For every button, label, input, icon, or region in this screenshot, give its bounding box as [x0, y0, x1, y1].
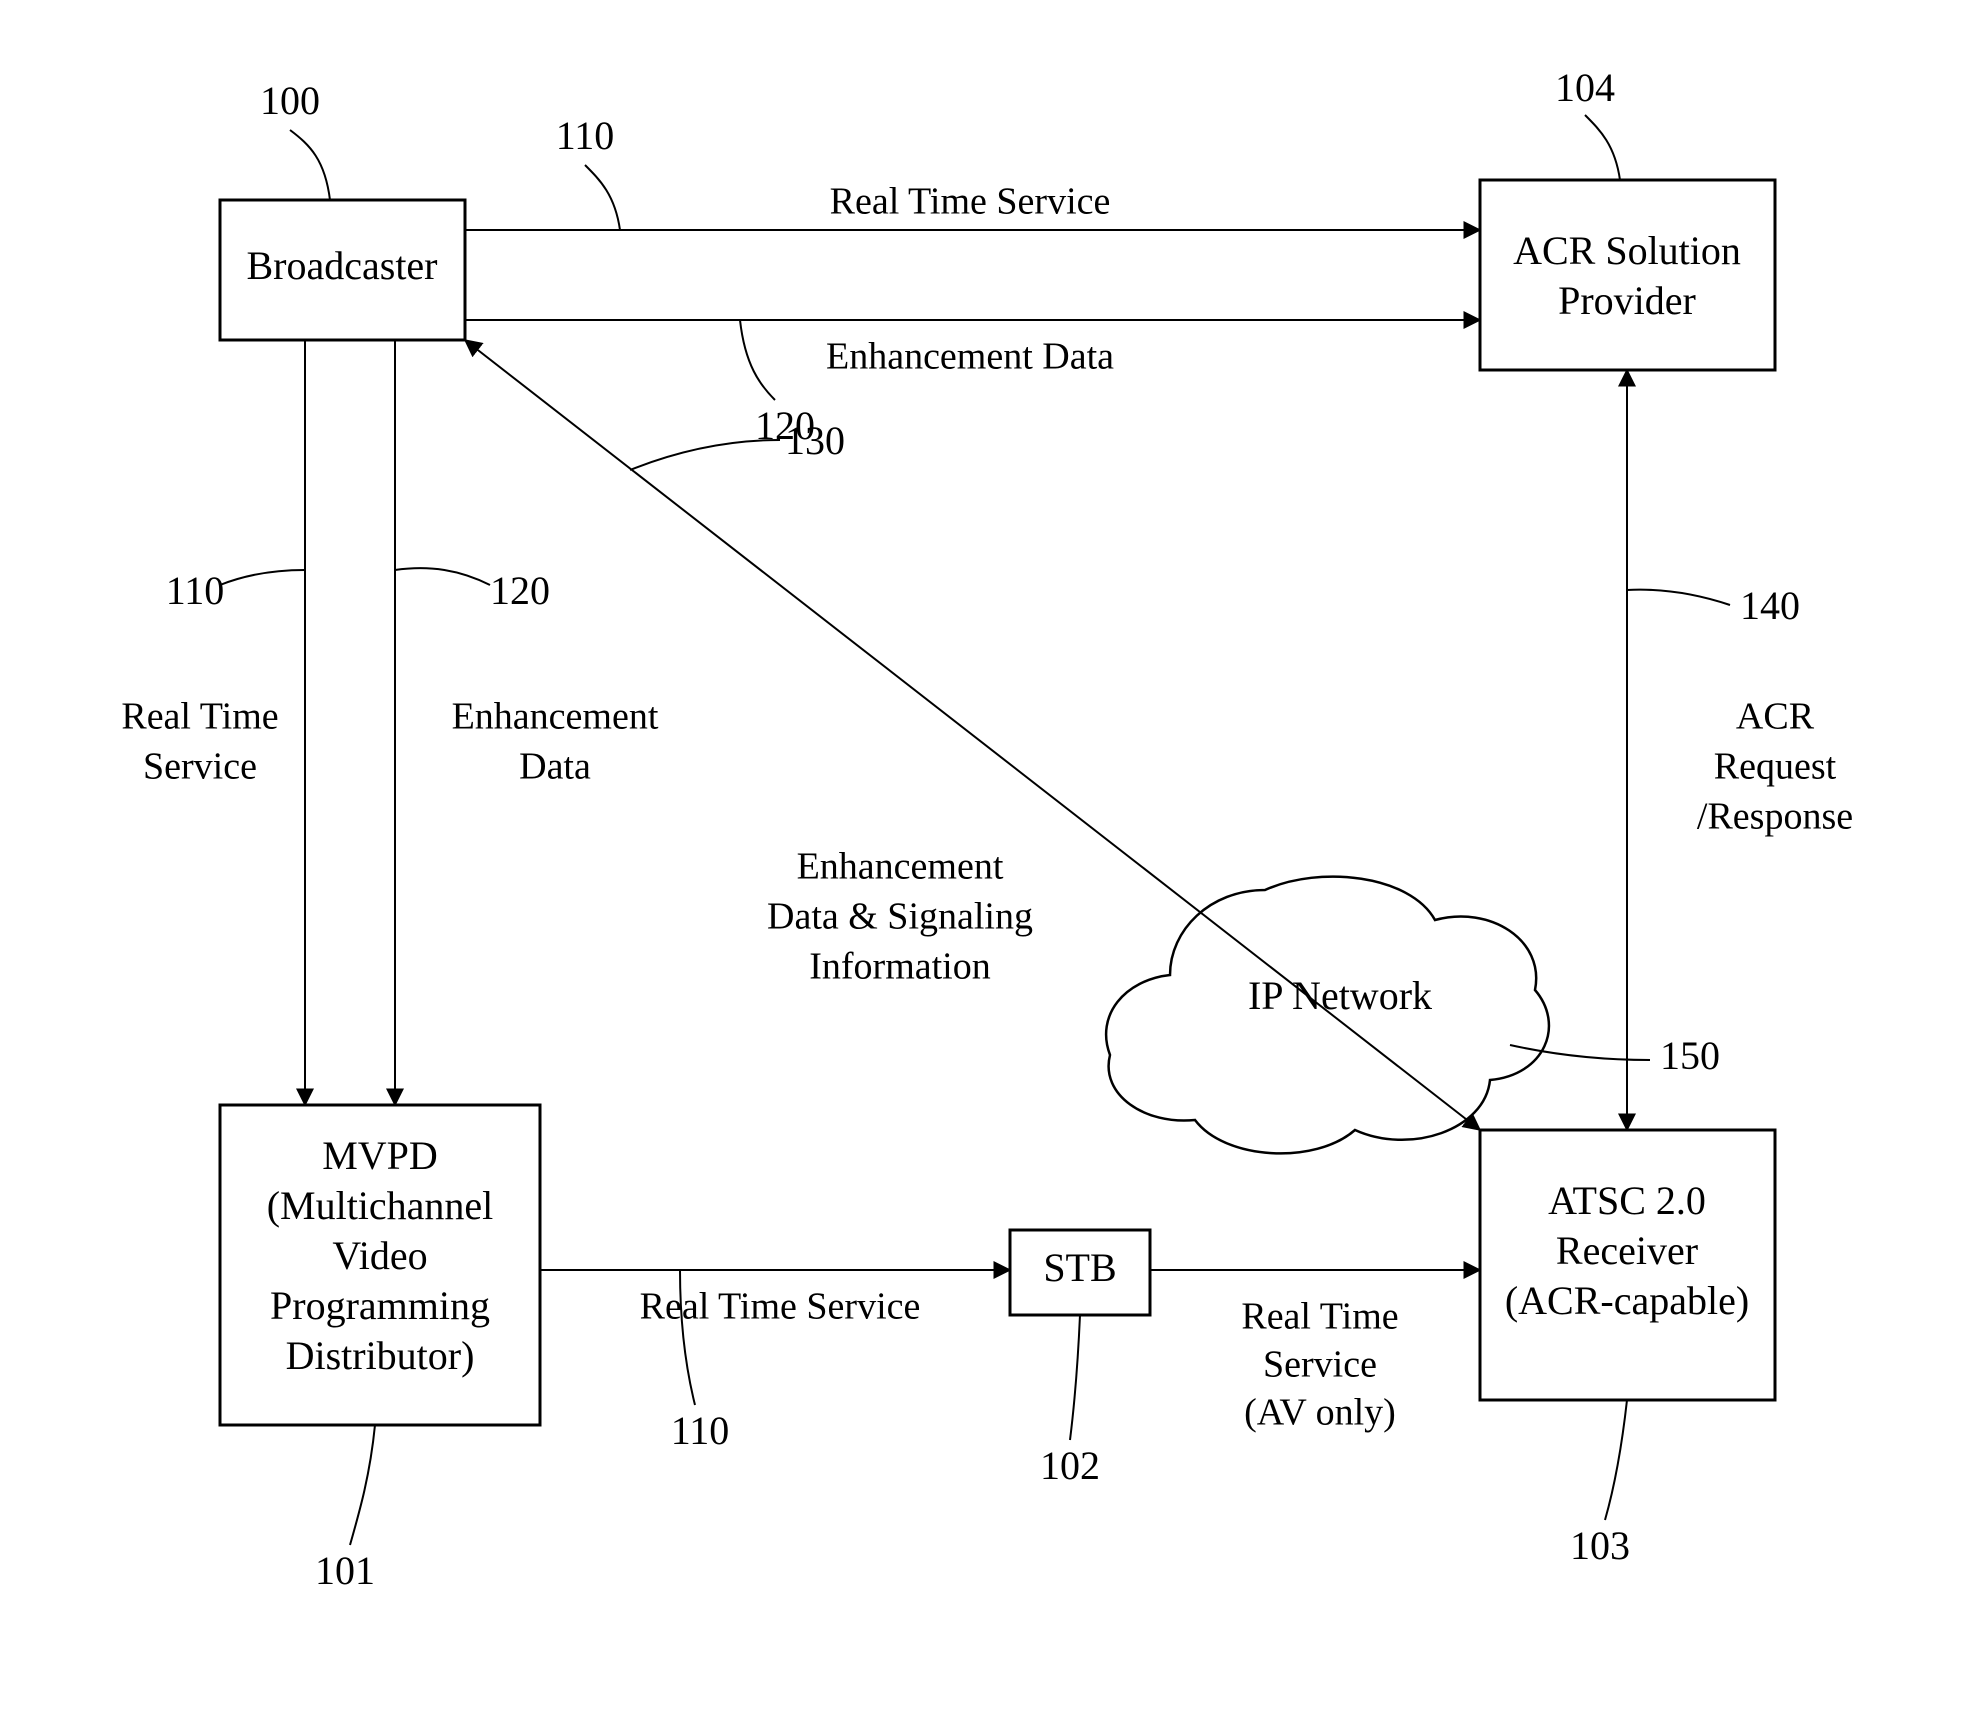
- label-mvpd-l1: MVPD: [322, 1133, 438, 1178]
- label-rtsav-l1: Real Time: [1241, 1296, 1398, 1338]
- label-enh-top: Enhancement Data: [826, 336, 1114, 378]
- ref-140: 140: [1740, 583, 1800, 628]
- label-acrrr-l2: Request: [1714, 746, 1837, 788]
- ref-102: 102: [1040, 1443, 1100, 1488]
- ref-120-left: 120: [490, 568, 550, 613]
- label-ipnet: IP Network: [1248, 973, 1432, 1018]
- label-enh-left-l1: Enhancement: [452, 696, 659, 738]
- label-mvpd-l2: (Multichannel: [267, 1183, 494, 1228]
- leader-120-left: [395, 568, 490, 585]
- label-stb: STB: [1043, 1245, 1116, 1290]
- leader-110-left: [220, 570, 305, 585]
- leader-120-top: [740, 320, 775, 400]
- label-broadcaster: Broadcaster: [246, 243, 437, 288]
- label-rts-left-l1: Real Time: [121, 696, 278, 738]
- leader-103: [1605, 1400, 1627, 1520]
- leader-101: [350, 1425, 375, 1545]
- label-mvpd-l3: Video: [332, 1233, 427, 1278]
- label-acrrr-l1: ACR: [1736, 696, 1815, 738]
- label-acrrr-l3: /Response: [1697, 796, 1853, 838]
- label-mvpd-l5: Distributor): [286, 1333, 475, 1378]
- label-mvpd-l4: Programming: [270, 1283, 490, 1328]
- leader-140: [1627, 590, 1730, 605]
- ref-101: 101: [315, 1548, 375, 1593]
- label-enhsig-l2: Data & Signaling: [767, 896, 1033, 938]
- label-enh-left-l2: Data: [519, 746, 591, 788]
- label-rts-left-l2: Service: [143, 746, 257, 788]
- ref-103: 103: [1570, 1523, 1630, 1568]
- label-rts-top: Real Time Service: [830, 181, 1111, 223]
- label-recv-l2: Receiver: [1556, 1228, 1698, 1273]
- label-rtsav-l2: Service: [1263, 1344, 1377, 1386]
- ref-130: 130: [785, 418, 845, 463]
- ref-104: 104: [1555, 65, 1615, 110]
- ref-110-top: 110: [556, 113, 615, 158]
- leader-110-top: [585, 165, 620, 230]
- ref-110-mid: 110: [671, 1408, 730, 1453]
- label-rtsav-l3: (AV only): [1244, 1392, 1396, 1434]
- leader-102: [1070, 1315, 1080, 1440]
- label-acr-l1: ACR Solution: [1513, 228, 1741, 273]
- label-enhsig-l1: Enhancement: [797, 846, 1004, 888]
- ref-100: 100: [260, 78, 320, 123]
- label-recv-l3: (ACR-capable): [1505, 1278, 1749, 1323]
- label-recv-l1: ATSC 2.0: [1548, 1178, 1706, 1223]
- leader-100: [290, 130, 330, 200]
- label-enhsig-l3: Information: [809, 946, 991, 988]
- leader-104: [1585, 115, 1620, 180]
- ref-110-left: 110: [166, 568, 225, 613]
- label-acr-l2: Provider: [1558, 278, 1696, 323]
- ref-150: 150: [1660, 1033, 1720, 1078]
- box-acr-provider: [1480, 180, 1775, 370]
